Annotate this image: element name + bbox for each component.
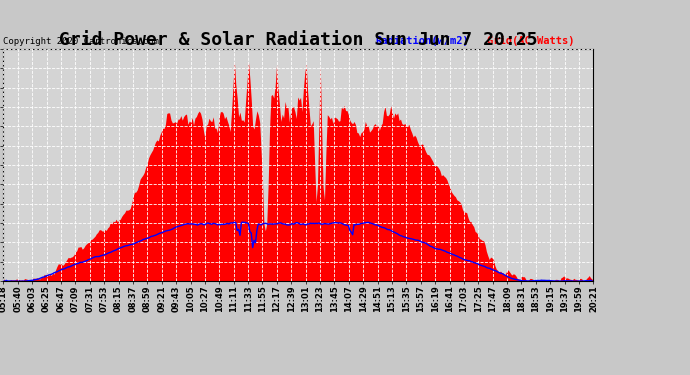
Text: Copyright 2020 Cartronics.com: Copyright 2020 Cartronics.com — [3, 38, 159, 46]
Title: Grid Power & Solar Radiation Sun Jun 7 20:25: Grid Power & Solar Radiation Sun Jun 7 2… — [59, 31, 538, 49]
Text: Radiation(w/m2): Radiation(w/m2) — [375, 36, 469, 46]
Text: Grid(AC Watts): Grid(AC Watts) — [487, 36, 575, 46]
